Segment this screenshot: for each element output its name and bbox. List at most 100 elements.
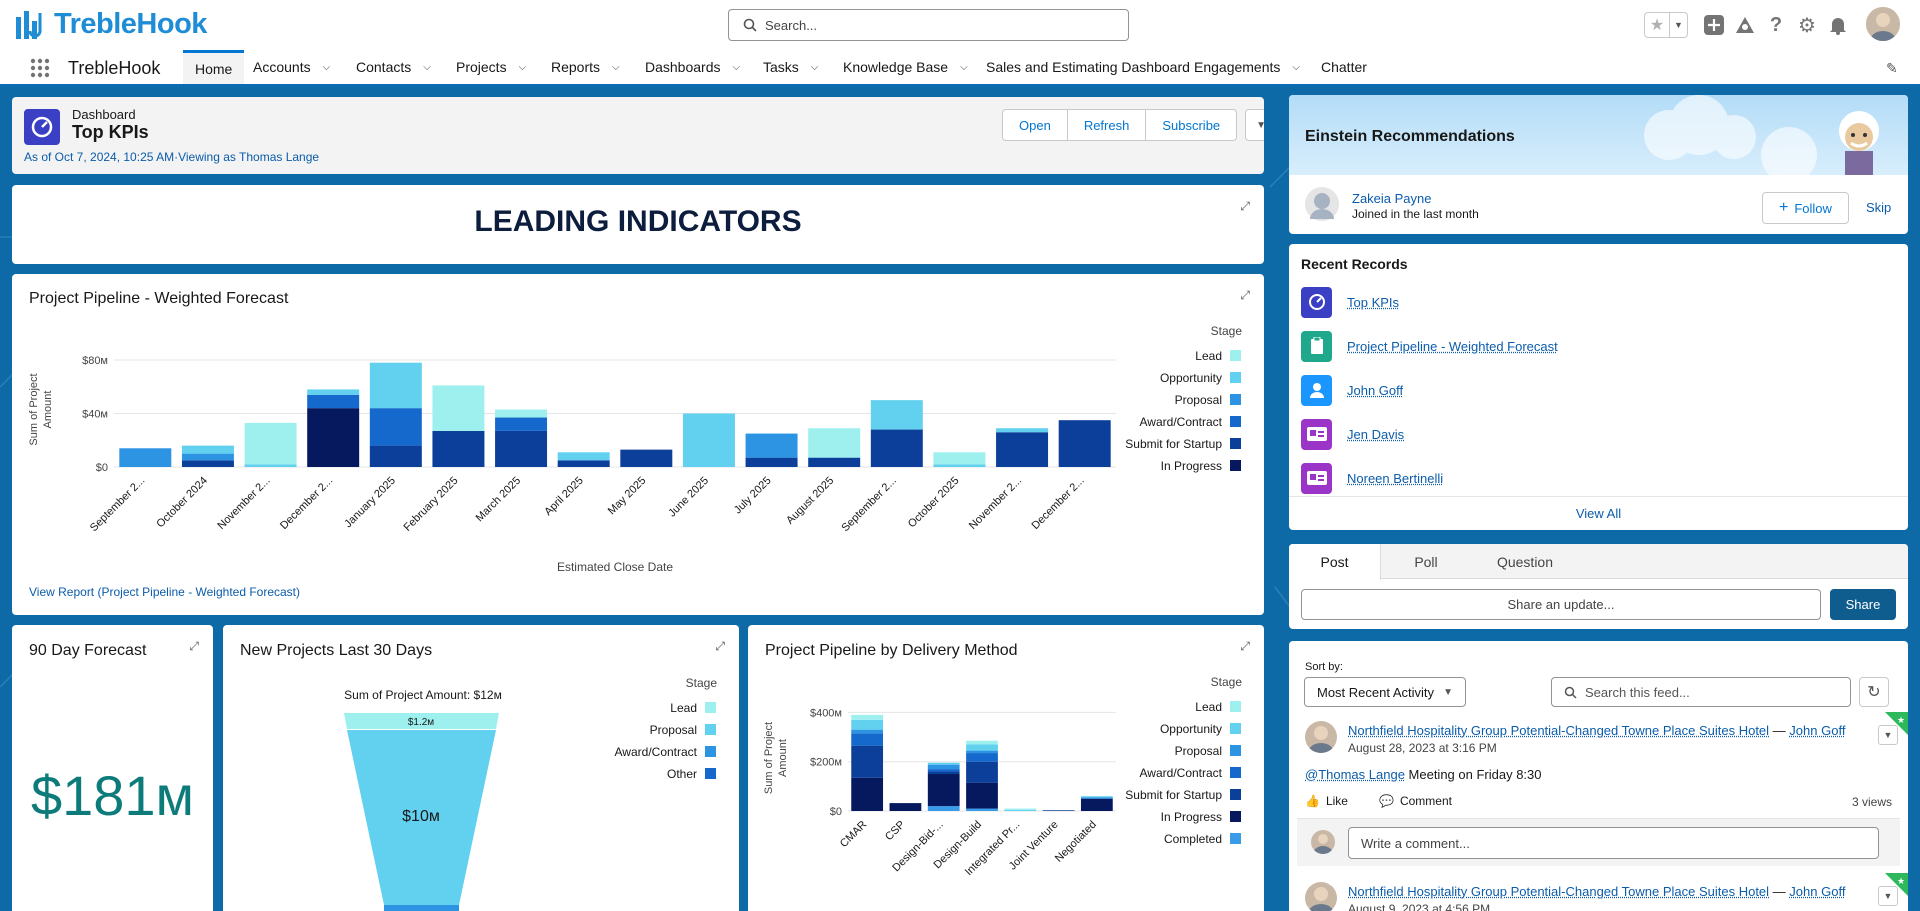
legend-swatch	[705, 724, 716, 735]
chevron-down-icon[interactable]: ⌵	[612, 62, 620, 73]
post-record-link[interactable]: Northfield Hospitality Group Potential-C…	[1348, 723, 1769, 738]
y-axis-label: Amount	[42, 391, 54, 429]
tab-post[interactable]: Post	[1289, 544, 1381, 580]
nav-tab-engagements[interactable]: Engagements ⌵	[1194, 50, 1300, 84]
sort-select[interactable]: Most Recent Activity ▼	[1304, 677, 1466, 707]
bar-segment	[307, 395, 359, 408]
record-link[interactable]: Project Pipeline - Weighted Forecast	[1347, 339, 1558, 354]
chevron-down-icon[interactable]: ⌵	[519, 62, 527, 73]
nav-tab-projects[interactable]: Projects ⌵	[456, 50, 526, 84]
favorites-button[interactable]: ★ ▼	[1644, 12, 1688, 38]
share-update-input[interactable]: Share an update...	[1301, 589, 1821, 620]
nav-tab-sales-estimating[interactable]: Sales and Estimating Dashboard	[986, 50, 1190, 84]
add-icon[interactable]	[1703, 14, 1725, 36]
recommended-user-link[interactable]: Zakeia Payne	[1352, 191, 1432, 206]
author-avatar[interactable]	[1305, 882, 1337, 911]
widget-title: 90 Day Forecast	[29, 642, 146, 660]
like-button[interactable]: 👍 Like	[1305, 794, 1348, 808]
comment-icon: 💬	[1379, 794, 1394, 808]
author-avatar[interactable]	[1305, 721, 1337, 753]
nav-label: Reports	[551, 59, 600, 75]
nav-tab-home[interactable]: Home	[183, 50, 244, 84]
tab-poll[interactable]: Poll	[1381, 544, 1471, 579]
feed-search-input[interactable]: Search this feed...	[1551, 677, 1851, 707]
record-link[interactable]: Jen Davis	[1347, 427, 1404, 442]
skip-link[interactable]: Skip	[1866, 200, 1891, 215]
notification-bell-icon[interactable]	[1827, 14, 1849, 36]
chevron-down-icon[interactable]: ⌵	[323, 62, 331, 73]
chevron-down-icon[interactable]: ▼	[1669, 13, 1687, 37]
x-tick-label: March 2025	[474, 475, 524, 525]
tab-question[interactable]: Question	[1471, 544, 1579, 579]
dashboard-icon	[1301, 287, 1332, 318]
expand-icon[interactable]: ⤢	[1240, 199, 1250, 214]
follow-button[interactable]: + Follow	[1762, 192, 1849, 224]
comment-input[interactable]: Write a comment...	[1348, 827, 1879, 859]
view-all-link[interactable]: View All	[1289, 506, 1908, 521]
bar-segment	[966, 809, 998, 811]
user-avatar	[1311, 830, 1335, 854]
star-icon[interactable]: ★	[1645, 13, 1669, 37]
subscribe-button[interactable]: Subscribe	[1146, 109, 1237, 141]
nav-tab-knowledge-base[interactable]: Knowledge Base ⌵	[843, 50, 968, 84]
view-report-link[interactable]: View Report (Project Pipeline - Weighted…	[29, 585, 300, 599]
legend-swatch	[705, 746, 716, 757]
more-actions-button[interactable]: ▼	[1245, 109, 1264, 141]
setup-gear-icon[interactable]: ⚙	[1796, 14, 1818, 36]
share-button[interactable]: Share	[1830, 589, 1896, 620]
bar-segment	[432, 385, 484, 430]
refresh-button[interactable]: Refresh	[1068, 109, 1147, 141]
nav-tab-tasks[interactable]: Tasks ⌵	[763, 50, 818, 84]
bar-segment	[851, 730, 883, 734]
edit-nav-icon[interactable]: ✎	[1886, 60, 1898, 77]
nav-tab-accounts[interactable]: Accounts ⌵	[253, 50, 330, 84]
x-tick-label: September 2...	[88, 475, 148, 535]
record-link[interactable]: Noreen Bertinelli	[1347, 471, 1443, 486]
chevron-down-icon[interactable]: ⌵	[423, 62, 431, 73]
nav-tab-reports[interactable]: Reports ⌵	[551, 50, 620, 84]
bar-segment	[1059, 420, 1111, 467]
nav-tab-dashboards[interactable]: Dashboards ⌵	[645, 50, 740, 84]
list-item[interactable]: Top KPIs	[1301, 280, 1558, 324]
nav-tab-chatter[interactable]: Chatter	[1321, 50, 1367, 84]
legend-swatch	[1230, 372, 1241, 383]
chevron-down-icon[interactable]: ⌵	[960, 62, 968, 73]
post-author-link[interactable]: John Goff	[1789, 723, 1845, 738]
list-item[interactable]: Noreen Bertinelli	[1301, 456, 1558, 500]
legend-swatch	[1230, 416, 1241, 427]
global-search-input[interactable]: Search...	[728, 9, 1129, 41]
record-link[interactable]: Top KPIs	[1347, 295, 1399, 310]
y-tick-label: $200м	[810, 757, 842, 769]
help-icon[interactable]: ?	[1765, 14, 1787, 36]
plus-icon: +	[1779, 199, 1788, 217]
post-author-link[interactable]: John Goff	[1789, 884, 1845, 899]
record-link[interactable]: John Goff	[1347, 383, 1403, 398]
open-button[interactable]: Open	[1002, 109, 1068, 141]
search-icon	[743, 18, 757, 32]
svg-text:★: ★	[1897, 716, 1905, 726]
chevron-down-icon[interactable]: ⌵	[811, 62, 819, 73]
list-item[interactable]: Jen Davis	[1301, 412, 1558, 456]
list-item[interactable]: Project Pipeline - Weighted Forecast	[1301, 324, 1558, 368]
refresh-feed-icon[interactable]: ↻	[1859, 677, 1889, 707]
x-tick-label: August 2025	[784, 475, 836, 527]
bar-segment	[495, 431, 547, 467]
mention-link[interactable]: @Thomas Lange	[1305, 767, 1405, 782]
chevron-down-icon[interactable]: ⌵	[733, 62, 741, 73]
list-item[interactable]: John Goff	[1301, 368, 1558, 412]
y-tick-label: $400м	[810, 707, 842, 719]
comment-button[interactable]: 💬 Comment	[1379, 794, 1452, 808]
expand-icon[interactable]: ⤢	[189, 639, 199, 654]
post-separator: —	[1773, 723, 1786, 738]
bar-segment	[933, 464, 985, 467]
chevron-down-icon[interactable]: ⌵	[1292, 62, 1300, 73]
user-avatar[interactable]	[1866, 7, 1900, 41]
legend-swatch	[1230, 811, 1241, 822]
post-record-link[interactable]: Northfield Hospitality Group Potential-C…	[1348, 884, 1769, 899]
app-launcher-icon[interactable]	[30, 58, 50, 81]
nav-tab-contacts[interactable]: Contacts ⌵	[356, 50, 431, 84]
bar-segment	[928, 763, 960, 765]
nav-label: Sales and Estimating Dashboard	[986, 59, 1190, 75]
brand-logo[interactable]: TrebleHook	[14, 8, 207, 41]
trailhead-icon[interactable]	[1734, 14, 1756, 36]
